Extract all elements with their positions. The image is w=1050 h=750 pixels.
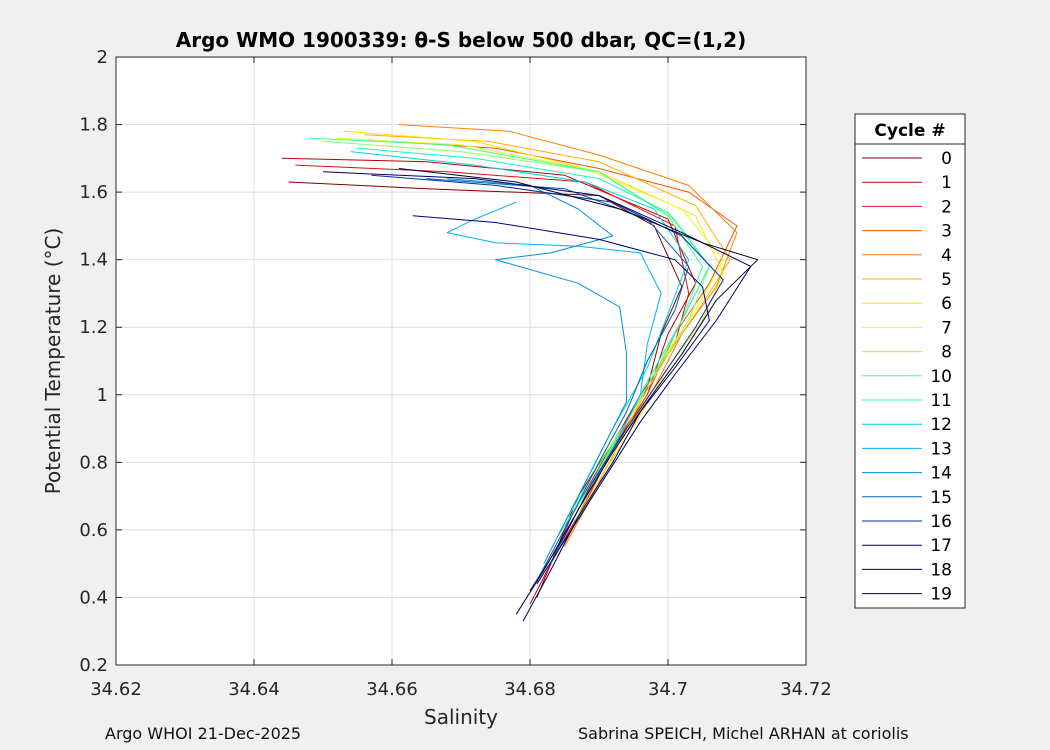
legend-box [854,113,966,609]
legend-label-cycle-5: 5 [941,270,952,290]
x-tick-label: 34.64 [228,679,280,700]
x-tick-label: 34.72 [780,679,832,700]
series-line-cycle-0 [288,181,683,598]
footer-left: Argo WHOI 21-Dec-2025 [105,724,302,743]
legend-label-cycle-12: 12 [930,415,952,435]
x-tick-label: 34.62 [90,679,142,700]
legend-label-cycle-14: 14 [930,464,952,484]
y-tick-label: 2 [97,47,108,68]
legend-label-cycle-15: 15 [930,488,952,508]
series-line-cycle-19 [398,168,759,615]
series-line-cycle-7 [336,137,724,517]
legend-label-cycle-6: 6 [941,294,952,314]
legend-label-cycle-18: 18 [930,560,952,580]
legend-label-cycle-3: 3 [941,222,952,242]
chart-title: Argo WMO 1900339: θ-S below 500 dbar, QC… [176,28,746,52]
y-tick-label: 0.8 [79,452,108,473]
y-tick-label: 1.8 [79,115,108,136]
legend-label-cycle-4: 4 [941,246,952,266]
legend-label-cycle-0: 0 [941,149,952,169]
series-line-cycle-2 [295,164,690,581]
series-line-cycle-18 [322,171,752,585]
legend-label-cycle-1: 1 [941,173,952,193]
footer-right: Sabrina SPEICH, Michel ARHAN at coriolis [578,724,909,743]
legend-label-cycle-2: 2 [941,197,952,217]
y-tick-label: 0.4 [79,587,108,608]
legend-label-cycle-19: 19 [930,585,952,605]
legend-label-cycle-10: 10 [930,367,952,387]
y-tick-label: 1.6 [79,182,108,203]
legend-label-cycle-13: 13 [930,439,952,459]
series-lines [281,124,759,622]
plot-frame [115,56,807,666]
legend-title: Cycle # [874,121,945,141]
x-tick-label: 34.68 [504,679,556,700]
y-tick-label: 1.4 [79,250,108,271]
series-line-cycle-8 [322,140,710,531]
legend-label-cycle-8: 8 [941,343,952,363]
legend-label-cycle-16: 16 [930,512,952,532]
axis-ticks: 34.62 34.64 34.66 34.68 34.7 34.72 0.2 0.4 0.6 0.… [79,47,831,700]
x-tick-label: 34.7 [648,679,688,700]
y-tick-label: 1.2 [79,317,108,338]
x-axis-label: Salinity [424,705,498,729]
series-line-cycle-14 [447,178,628,564]
x-tick-label: 34.66 [366,679,418,700]
series-line-cycle-10 [309,137,703,524]
plot-area [116,57,806,665]
y-tick-label: 0.6 [79,520,108,541]
legend-label-cycle-17: 17 [930,536,952,556]
y-tick-label: 1 [97,385,108,406]
series-line-cycle-11 [357,147,710,537]
legend-label-cycle-11: 11 [930,391,952,411]
series-line-cycle-15 [426,178,690,581]
y-axis-label: Potential Temperature (°C) [41,228,65,495]
series-line-cycle-1 [281,157,697,605]
legend-label-cycle-7: 7 [941,318,952,338]
y-tick-label: 0.2 [79,655,108,676]
